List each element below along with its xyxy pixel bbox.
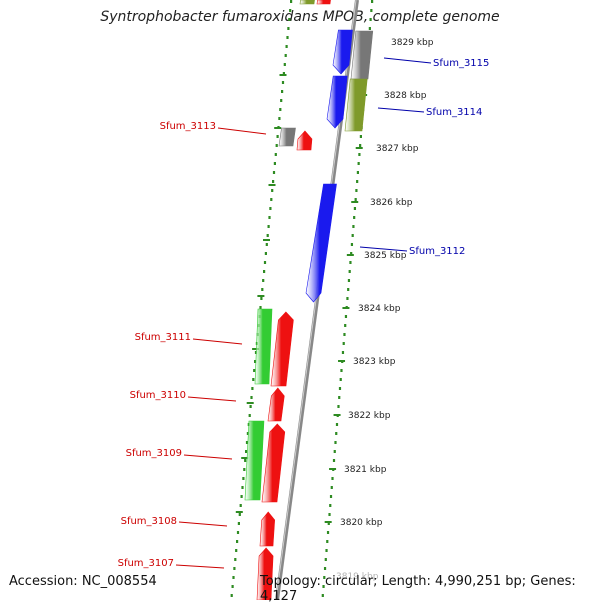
kbp-tick-marks [235,41,372,523]
kbp-label: 3823 kbp [353,357,396,367]
gene-label-leader [377,107,425,113]
feature-top-green [299,0,315,5]
gene-label-sfum-3115: Sfum_3115 [433,58,489,69]
gene-label-leader [175,564,225,569]
gene-label-leader [187,396,237,402]
feature-sfum3109-green [244,420,265,501]
gene-label-sfum-3113: Sfum_3113 [160,121,216,132]
gene-label-sfum-3111: Sfum_3111 [135,332,191,343]
feature-sfum3115-blue [332,29,353,75]
feature-sfum3113-red [296,130,313,151]
gene-label-leader [217,127,267,135]
feature-sfum3108-red [259,511,276,547]
feature-sfum3107-red [256,547,274,600]
gene-label-leader [183,454,233,460]
gene-label-leader [383,57,432,64]
gene-label-leader [178,521,228,527]
gene-label-sfum-3107: Sfum_3107 [118,558,174,569]
accession-text: Accession: NC_008554 [9,574,157,589]
outer-tick-ring-left [230,0,293,597]
gene-label-sfum-3109: Sfum_3109 [126,448,182,459]
kbp-label: 3825 kbp [364,251,407,261]
gene-label-leader [192,338,243,345]
gene-label-sfum-3110: Sfum_3110 [130,390,186,401]
feature-sfum3112-blue [305,183,337,303]
kbp-label: 3822 kbp [348,411,391,421]
feature-sfum3114-blue [326,75,348,129]
feature-sfum3113-gray [278,127,296,147]
kbp-label: 3819 kbp [336,572,379,582]
kbp-label: 3826 kbp [370,198,413,208]
gene-label-leader [359,246,408,252]
gene-label-sfum-3114: Sfum_3114 [426,107,482,118]
kbp-label: 3820 kbp [340,518,383,528]
feature-sfum3109-red [261,423,286,503]
kbp-label: 3827 kbp [376,144,419,154]
feature-sfum3110-red [267,387,285,422]
map-title: Syntrophobacter fumaroxidans MPOB, compl… [100,9,500,25]
kbp-label: 3824 kbp [358,304,401,314]
feature-olive-1 [344,78,368,132]
feature-top-red [316,0,331,5]
gene-label-sfum-3108: Sfum_3108 [121,516,177,527]
feature-sfum3111-red [270,311,294,387]
kbp-label: 3829 kbp [391,38,434,48]
feature-sfum3111-green [254,308,273,385]
kbp-label: 3821 kbp [344,465,387,475]
kbp-label: 3828 kbp [384,91,427,101]
feature-gray-1 [350,30,374,80]
gene-label-sfum-3112: Sfum_3112 [409,246,465,257]
